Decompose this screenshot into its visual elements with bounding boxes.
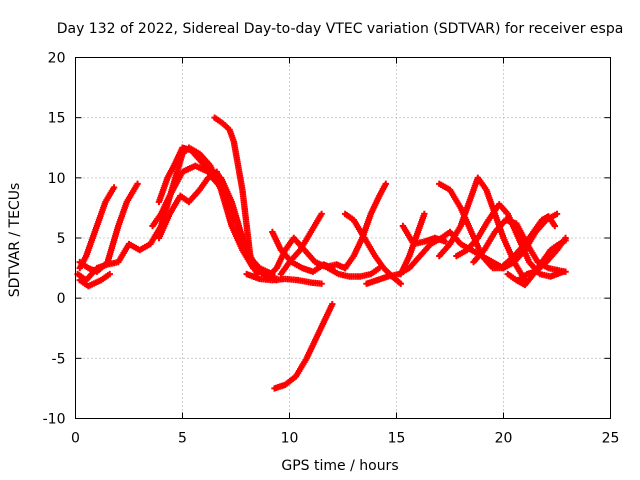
x-tick-label: 25 — [602, 431, 620, 447]
series-track-16 — [341, 180, 389, 272]
y-tick-label: -5 — [52, 351, 66, 367]
series-track-12 — [243, 270, 325, 287]
y-tick-label: 0 — [57, 291, 66, 307]
data-point — [110, 184, 118, 191]
data-point — [329, 300, 336, 308]
data-point — [106, 270, 113, 278]
y-tick-label: 5 — [57, 231, 66, 247]
data-point — [562, 234, 569, 242]
data-point — [318, 210, 325, 218]
series-track-19 — [399, 222, 449, 248]
series-track-4 — [76, 270, 113, 290]
x-tick-label: 15 — [388, 431, 406, 447]
series-track-7 — [155, 168, 276, 278]
plot-frame — [75, 57, 611, 419]
series-track-25 — [515, 234, 569, 284]
data-point — [553, 210, 561, 218]
axis-ticks: 0 5 10 15 20 25 -10 -5 0 5 10 15 20 — [43, 51, 620, 447]
data-point — [318, 280, 325, 287]
y-tick-label: 20 — [48, 51, 66, 67]
x-tick-label: 0 — [71, 431, 80, 447]
x-axis-label: GPS time / hours — [281, 458, 398, 474]
chart-title: Day 132 of 2022, Sidereal Day-to-day VTE… — [57, 21, 624, 37]
series-track-1 — [76, 184, 118, 272]
series-track-11 — [277, 210, 325, 278]
data-point — [382, 180, 389, 188]
series-track-13 — [271, 300, 336, 392]
y-tick-label: 10 — [48, 171, 66, 187]
x-tick-label: 20 — [495, 431, 513, 447]
series-track-8 — [211, 114, 261, 278]
data-point — [397, 280, 404, 287]
series-track-17 — [363, 228, 507, 287]
data-point — [134, 180, 141, 188]
x-tick-label: 10 — [281, 431, 299, 447]
y-axis-label: SDTVAR / TECUs — [7, 183, 23, 298]
data-series — [74, 114, 569, 392]
x-tick-label: 5 — [178, 431, 187, 447]
data-point — [551, 222, 559, 230]
y-tick-label: 15 — [48, 111, 66, 127]
series-track-14 — [324, 264, 383, 280]
data-point — [442, 238, 449, 245]
data-point — [562, 268, 569, 275]
series-track-26 — [500, 213, 559, 269]
series-track-18 — [397, 210, 428, 278]
data-point — [421, 210, 428, 218]
y-tick-label: -10 — [43, 412, 66, 428]
